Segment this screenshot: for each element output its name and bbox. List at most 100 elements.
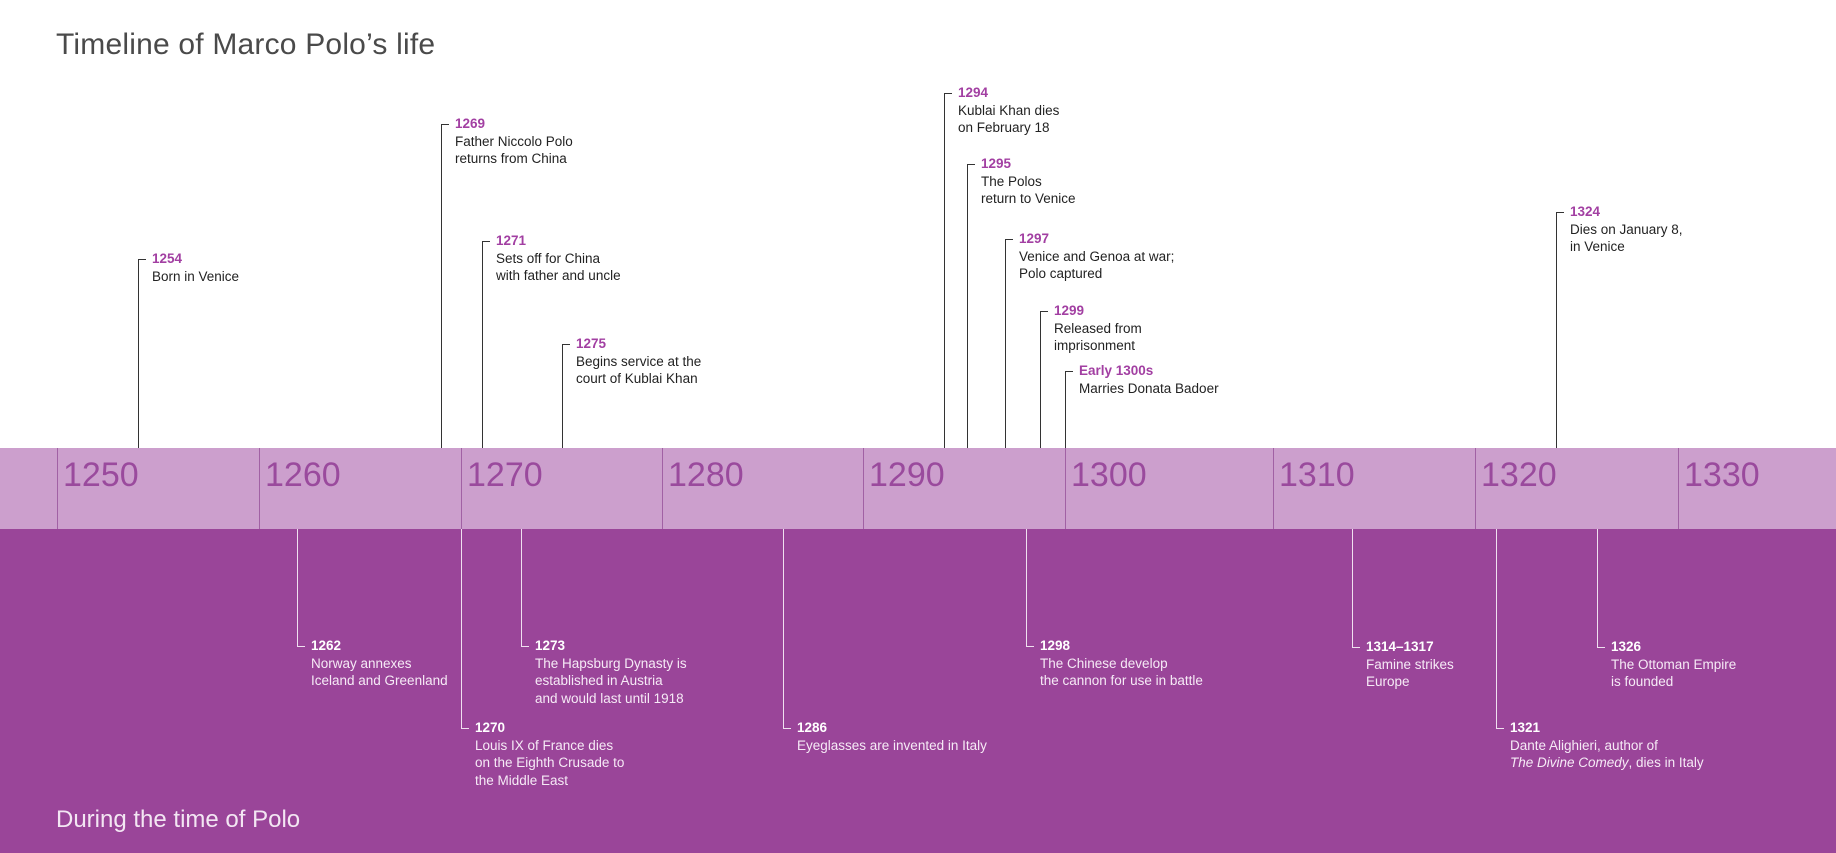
connector-hook [562,344,570,345]
event-description-line: Begins service at the [576,353,702,369]
page-title: Timeline of Marco Polo’s life [56,28,436,61]
connector-hook [461,728,469,729]
event-year: 1275 [576,336,607,351]
connector-hook [482,241,490,242]
event-year: 1295 [981,156,1012,171]
event-year: 1314–1317 [1366,639,1434,654]
connector-hook [521,646,529,647]
event-description-line: Born in Venice [152,268,240,284]
life-event-1295: 1295 The Polos return to Venice [981,155,1076,208]
event-description-line: The Ottoman Empire [1611,656,1737,672]
event-description-line: in Venice [1570,239,1625,254]
connector-line [1065,371,1066,448]
life-event-early-1300s: Early 1300s Marries Donata Badoer [1079,362,1219,397]
decade-1280: 1280 [662,448,864,529]
event-description-line: Sets off for China [496,250,601,266]
event-year: 1321 [1510,720,1541,735]
life-event-1269: 1269 Father Niccolo Polo returns from Chin… [455,115,573,168]
world-events-panel [0,529,1836,853]
event-description-line: Kublai Khan dies [958,102,1060,118]
event-description-line: imprisonment [1054,338,1136,353]
event-year: 1269 [455,116,486,131]
event-description-line: The Chinese develop [1040,655,1168,671]
decade-label: 1310 [1279,456,1355,494]
connector-line [138,259,139,448]
world-event-1321: 1321 Dante Alighieri, author of The Divine… [1510,719,1704,772]
event-description-line: Marries Donata Badoer [1079,380,1219,396]
event-year: 1297 [1019,231,1050,246]
world-event-1262: 1262 Norway annexes Iceland and Greenland [311,637,448,690]
connector-hook [1496,728,1504,729]
decade-1310: 1310 [1273,448,1476,529]
event-description-line: established in Austria [535,673,663,688]
life-event-1299: 1299 Released from imprisonment [1054,302,1142,355]
life-event-1271: 1271 Sets off for China with father and un… [496,232,621,285]
decade-1260: 1260 [259,448,462,529]
decade-label: 1320 [1481,456,1557,494]
event-description-line: with father and uncle [496,268,621,283]
event-description-line: The Hapsburg Dynasty is [535,655,687,671]
decade-1250: 1250 [57,448,260,529]
decade-1270: 1270 [461,448,663,529]
connector-line [967,164,968,448]
connector-hook [1556,212,1564,213]
decade-label: 1250 [63,456,139,494]
connector-line [562,344,563,448]
world-event-1314–1317: 1314–1317 Famine strikes Europe [1366,638,1454,691]
decade-1320: 1320 [1475,448,1679,529]
world-event-1270: 1270 Louis IX of France dies on the Eighth… [475,719,624,789]
event-year: 1254 [152,251,183,266]
connector-line [1556,212,1557,448]
life-event-1275: 1275 Begins service at the court of Kublai… [576,335,701,388]
connector-line [1040,311,1041,448]
decade-1290: 1290 [863,448,1066,529]
event-description-line: is founded [1611,674,1674,689]
connector-line [297,529,298,646]
connector-line [1026,529,1027,646]
event-year: 1273 [535,638,566,653]
connector-line [521,529,522,646]
event-description-line: Dies on January 8, [1570,221,1683,237]
event-year: 1326 [1611,639,1642,654]
event-description-line: and would last until 1918 [535,690,684,706]
event-description-line: The Polos [981,173,1042,189]
event-description-line: court of Kublai Khan [576,371,698,386]
connector-line [1597,529,1598,647]
connector-line [944,93,945,448]
life-event-1294: 1294 Kublai Khan dies on February 18 [958,84,1059,137]
event-year: 1294 [958,85,989,100]
connector-hook [1026,646,1034,647]
decade-label: 1270 [467,456,543,494]
decade-label: 1290 [869,456,945,494]
event-description-line: Released from [1054,320,1142,336]
event-description-line: Iceland and Greenland [311,673,448,688]
world-event-1298: 1298 The Chinese develop the cannon for us… [1040,637,1203,690]
event-year: 1286 [797,720,828,735]
connector-line [461,529,462,728]
event-description-line: the cannon for use in battle [1040,673,1203,688]
event-year: 1271 [496,233,527,248]
event-description-line: Norway annexes [311,655,412,671]
event-description-line: Venice and Genoa at war; [1019,248,1175,264]
connector-line [1496,529,1497,728]
connector-hook [1005,239,1013,240]
decade-1300: 1300 [1065,448,1274,529]
event-year: 1270 [475,720,506,735]
connector-hook [944,93,952,94]
decade-1330: 1330 [1678,448,1836,529]
event-year: 1298 [1040,638,1071,653]
connector-hook [1065,371,1073,372]
connector-line [783,529,784,728]
decade-label: 1300 [1071,456,1147,494]
decade-label: 1280 [668,456,744,494]
event-description-line: Europe [1366,674,1410,689]
book-title: The Divine Comedy [1510,755,1629,770]
world-event-1286: 1286 Eyeglasses are invented in Italy [797,719,987,754]
connector-hook [297,646,305,647]
event-description-line: Eyeglasses are invented in Italy [797,737,987,753]
event-description-line: Polo captured [1019,266,1103,281]
connector-line [1005,239,1006,448]
event-year: Early 1300s [1079,363,1154,378]
event-year: 1324 [1570,204,1601,219]
decade-label: 1330 [1684,456,1760,494]
